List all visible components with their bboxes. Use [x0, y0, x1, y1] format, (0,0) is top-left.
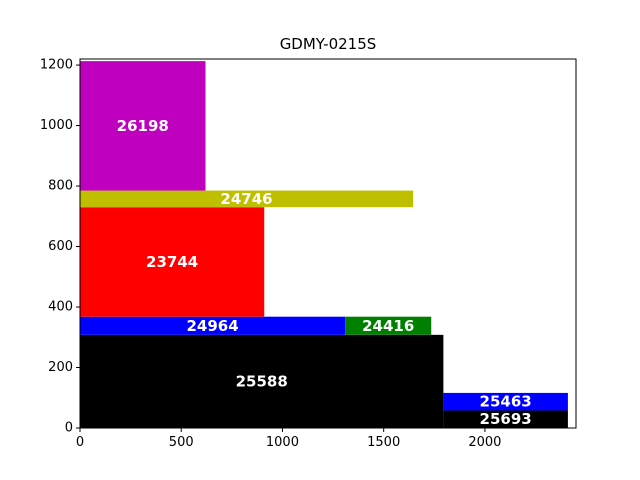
x-tick-label: 2000 — [468, 435, 501, 450]
y-tick-label: 400 — [48, 300, 73, 315]
y-tick-label: 200 — [48, 360, 73, 375]
y-tick-label: 600 — [48, 239, 73, 254]
rect-24746 — [80, 190, 414, 208]
y-tick-label: 800 — [48, 179, 73, 194]
x-tick-label: 500 — [169, 435, 194, 450]
rect-label-26198: 26198 — [117, 117, 169, 135]
rect-label-25588: 25588 — [236, 372, 288, 390]
axes-frame — [79, 58, 577, 429]
rect-23744 — [80, 207, 265, 317]
y-tick-label: 0 — [65, 421, 73, 436]
rect-label-24964: 24964 — [187, 317, 239, 335]
x-tick-label: 1500 — [367, 435, 400, 450]
x-tick-label: 1000 — [266, 435, 299, 450]
rect-label-23744: 23744 — [146, 253, 198, 271]
rect-label-25463: 25463 — [480, 393, 532, 411]
rect-24416 — [345, 316, 432, 335]
rect-26198 — [80, 61, 206, 191]
rect-25693 — [443, 410, 568, 428]
x-axis: 0 500 1000 1500 2000 — [76, 428, 501, 450]
y-axis: 0 200 400 600 800 1000 1200 — [40, 58, 80, 436]
y-tick-label: 1200 — [40, 58, 73, 73]
packed-rectangles — [80, 61, 568, 428]
x-tick-label: 0 — [76, 435, 84, 450]
rect-label-25693: 25693 — [480, 410, 532, 428]
rect-label-24746: 24746 — [220, 190, 272, 208]
rect-label-24416: 24416 — [362, 317, 414, 335]
rect-24964 — [80, 316, 346, 335]
y-tick-label: 1000 — [40, 118, 73, 133]
chart-title: GDMY-0215S — [280, 35, 377, 53]
rect-25463 — [443, 392, 568, 411]
rect-25588 — [80, 334, 444, 428]
